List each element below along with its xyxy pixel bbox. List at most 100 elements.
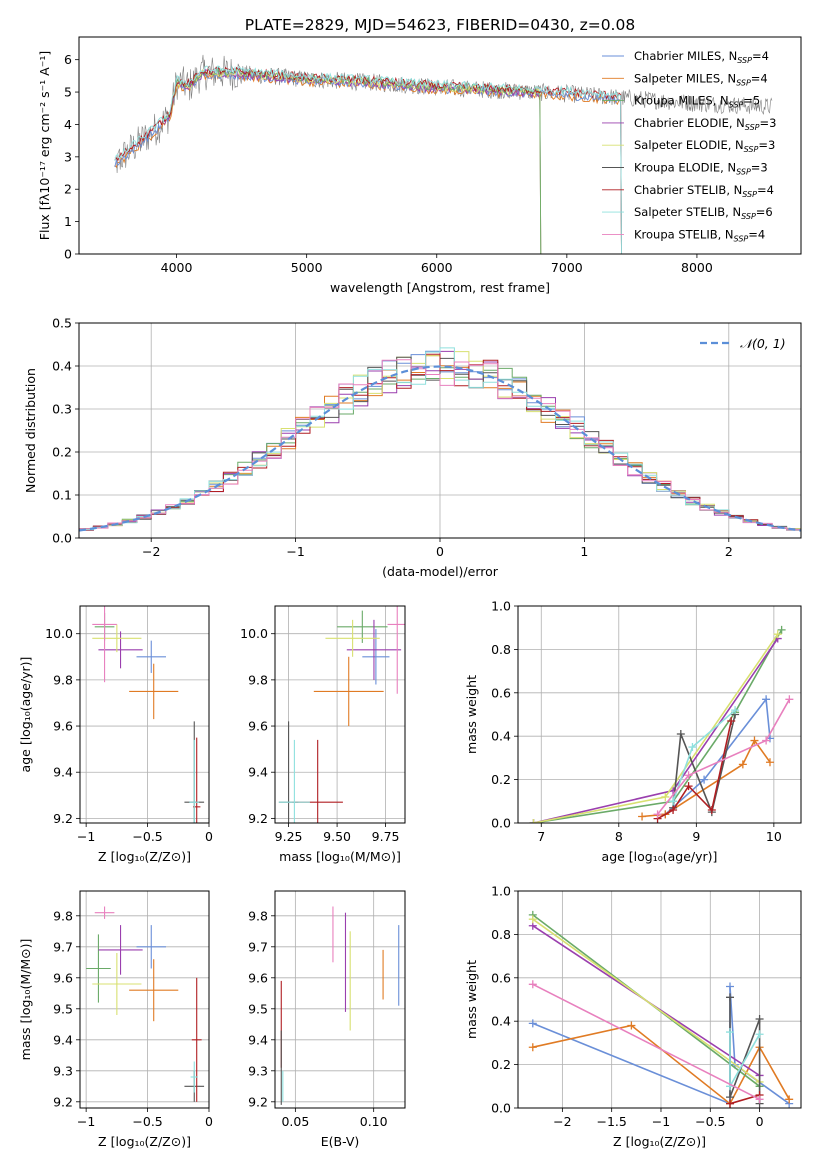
x-axis-label: wavelength [Angstrom, rest frame] <box>330 280 550 295</box>
axes-frame <box>274 890 406 1109</box>
x-tick-label: 8000 <box>681 260 713 275</box>
plus-marker <box>755 1030 764 1039</box>
chart-age_vs_mass: 9.25 9.50 9.75 9.2 9.4 9.6 9.8 10.0 mass [log₁₀(… <box>240 605 406 864</box>
plus-marker <box>528 1019 537 1028</box>
legend-entry: Chabrier STELIB, NSSP=4 <box>634 183 774 199</box>
chart-weight_vs_Z: −2 −1.5 −1 −0.5 0 0.0 0.2 0.4 0.6 0.8 1.0 Z [log₁₀(… <box>464 884 802 1149</box>
weight-series <box>529 630 782 823</box>
x-axis-label: Z [log₁₀(Z/Z⊙)] <box>98 1134 191 1149</box>
y-tick-label: 0.2 <box>52 445 72 460</box>
plus-marker <box>528 915 537 924</box>
y-axis-label: Flux [fλ10⁻¹⁷ erg cm⁻² s⁻¹ A⁻¹] <box>37 51 52 240</box>
x-tick-label: −0.5 <box>132 1114 162 1129</box>
weight-series <box>669 706 740 806</box>
y-axis-label: age [log₁₀(age/yr)] <box>18 657 33 773</box>
x-tick-label: 5000 <box>291 260 323 275</box>
y-tick-label: 0.4 <box>52 359 72 374</box>
series-line <box>672 714 736 815</box>
y-tick-label: 9.2 <box>53 811 73 826</box>
x-axis-label: E(B-V) <box>321 1134 360 1149</box>
y-tick-label: 9.5 <box>53 1001 73 1016</box>
axes-frame <box>79 890 210 1109</box>
x-tick-label: 9.25 <box>275 829 303 844</box>
y-tick-label: 9.8 <box>53 908 73 923</box>
weight-series <box>653 717 736 823</box>
axes-frame <box>78 36 802 255</box>
x-tick-label: −2 <box>553 1114 571 1129</box>
legend-entry: Salpeter ELODIE, NSSP=3 <box>634 138 775 154</box>
x-tick-label: 4000 <box>161 260 193 275</box>
errorbar-point <box>337 610 388 643</box>
plus-marker <box>755 1095 764 1104</box>
y-tick-label: 9.4 <box>248 1032 268 1047</box>
y-tick-label: 3 <box>64 149 72 164</box>
plus-marker <box>765 758 774 767</box>
legend-entry: Chabrier MILES, NSSP=4 <box>634 49 769 65</box>
x-tick-label: −0.5 <box>132 829 162 844</box>
x-tick-label: −1 <box>77 1114 95 1129</box>
y-tick-label: 0.0 <box>52 531 72 546</box>
x-tick-label: −0.5 <box>695 1114 725 1129</box>
errorbar-point <box>136 925 166 969</box>
x-tick-label: −1 <box>652 1114 670 1129</box>
x-tick-label: 1 <box>580 544 588 559</box>
figure-title: PLATE=2829, MJD=54623, FIBERID=0430, z=0… <box>245 16 635 34</box>
x-axis-label: Z [log₁₀(Z/Z⊙)] <box>613 1134 706 1149</box>
x-tick-label: 0 <box>205 829 213 844</box>
y-axis-label: Normed distribution <box>23 368 38 493</box>
x-axis-label: age [log₁₀(age/yr)] <box>602 849 718 864</box>
model-spectrum-line <box>114 65 622 254</box>
legend-entry: Salpeter STELIB, NSSP=6 <box>634 205 773 221</box>
plus-marker <box>777 625 786 634</box>
errorbar-point <box>313 656 384 727</box>
errorbar-point <box>92 953 142 1015</box>
errorbar-point <box>129 959 179 1022</box>
y-tick-label: 0.6 <box>491 685 511 700</box>
legend-entry: Chabrier ELODIE, NSSP=3 <box>634 116 776 132</box>
y-tick-label: 0.0 <box>491 816 511 831</box>
plus-marker <box>773 630 782 639</box>
plus-marker <box>638 812 647 821</box>
y-tick-label: 1 <box>64 214 72 229</box>
x-tick-label: 9.50 <box>323 829 351 844</box>
axes-frame <box>517 605 802 824</box>
y-tick-label: 9.3 <box>53 1063 73 1078</box>
errorbar-point <box>98 925 143 975</box>
x-tick-label: 7000 <box>551 260 583 275</box>
errorbar-point <box>278 739 310 823</box>
y-tick-label: 9.2 <box>53 1094 73 1109</box>
y-tick-label: 0.8 <box>491 642 511 657</box>
y-tick-label: 9.2 <box>248 811 268 826</box>
plus-marker <box>529 819 538 823</box>
plus-marker <box>688 743 697 752</box>
y-tick-label: 9.6 <box>53 970 73 985</box>
plus-marker <box>726 982 735 991</box>
plus-marker <box>684 771 693 780</box>
y-tick-label: 0 <box>64 247 72 262</box>
errorbar-point <box>92 606 117 683</box>
y-axis-label: mass weight <box>464 675 479 754</box>
y-tick-label: 9.7 <box>248 939 268 954</box>
chart-age_vs_Z: −1 −0.5 0 9.2 9.4 9.6 9.8 10.0 Z [log₁₀(Z/Z⊙)] ag… <box>18 605 213 864</box>
series-line <box>664 697 771 815</box>
y-tick-label: 9.8 <box>248 908 268 923</box>
axes-frame <box>274 605 406 824</box>
plus-marker <box>762 695 771 704</box>
plus-marker <box>750 736 759 745</box>
y-tick-label: 1.0 <box>491 884 511 899</box>
plus-marker <box>528 1043 537 1052</box>
errorbar-point <box>346 619 402 680</box>
errorbar-point <box>92 624 142 653</box>
legend-entry: 𝒩(0, 1) <box>740 336 786 351</box>
y-tick-label: 9.6 <box>53 719 73 734</box>
plus-marker <box>731 706 740 715</box>
y-tick-label: 0.1 <box>52 488 72 503</box>
plus-marker <box>627 1021 636 1030</box>
y-tick-label: 9.4 <box>248 765 268 780</box>
errorbar-point <box>94 906 115 919</box>
y-tick-label: 0.5 <box>52 316 72 331</box>
chart-spectrum: 4000 5000 6000 7000 8000 0 1 2 3 4 5 6 wavelength [A… <box>37 36 802 295</box>
y-tick-label: 4 <box>64 117 72 132</box>
y-tick-label: 9.2 <box>248 1094 268 1109</box>
